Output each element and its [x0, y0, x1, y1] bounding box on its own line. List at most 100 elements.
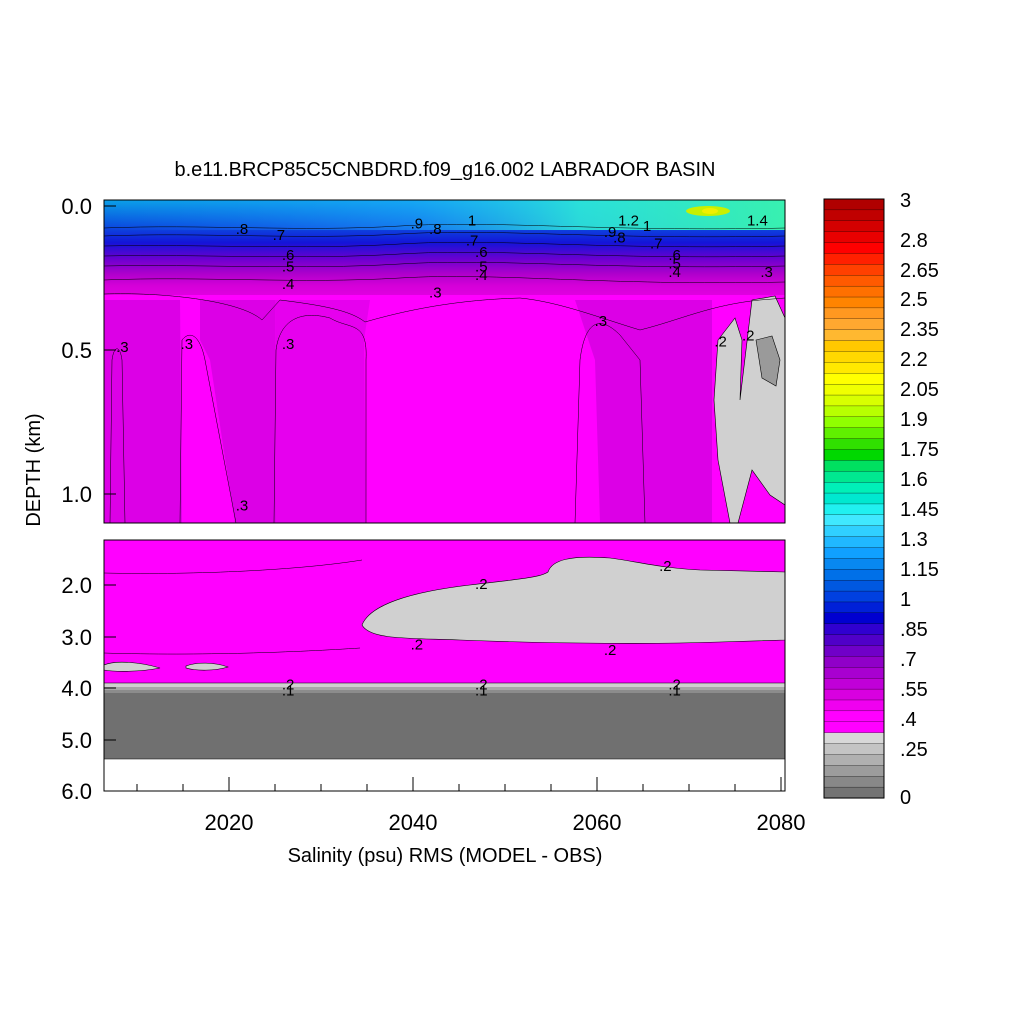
contour-label: .9 [411, 215, 424, 232]
colorbar-swatch [823, 318, 885, 331]
colorbar-swatch [823, 209, 885, 222]
colorbar-swatch [823, 525, 885, 538]
colorbar-swatch [823, 362, 885, 374]
contour-label: .6 [475, 244, 488, 261]
x-axis: 2020 2040 2060 2080 [136, 777, 806, 835]
y-tick-label: 3.0 [61, 625, 92, 650]
colorbar-label: .7 [900, 649, 917, 671]
contour-label: 1 [643, 218, 651, 235]
contour-label: .6 [282, 247, 295, 264]
darker-band-3 [275, 300, 370, 523]
contour-label: .3 [282, 336, 295, 353]
colorbar-label: 1.9 [900, 409, 928, 431]
colorbar [823, 198, 885, 799]
colorbar-swatch [823, 351, 885, 363]
contour-label: .2 [475, 676, 488, 693]
colorbar-swatch [823, 754, 885, 766]
colorbar-label: .4 [900, 709, 917, 731]
colorbar-swatch [823, 438, 885, 451]
colorbar-swatch [823, 503, 885, 516]
y-tick-label: 2.0 [61, 573, 92, 598]
contour-label: .3 [429, 284, 442, 301]
contour-label: .2 [742, 328, 755, 345]
colorbar-swatch [823, 590, 885, 603]
colorbar-label: 2.35 [900, 319, 939, 341]
contour-label: .3 [116, 339, 129, 356]
y-tick-label: 6.0 [61, 779, 92, 804]
contour-label: .3 [236, 498, 249, 515]
colorbar-swatch [823, 623, 885, 636]
colorbar-swatch [823, 656, 885, 668]
colorbar-swatch [823, 536, 885, 549]
colorbar-label: 1.6 [900, 469, 928, 491]
x-tick-label: 2020 [205, 810, 254, 835]
contour-label: .5 [475, 259, 488, 276]
contour-label: .2 [659, 558, 672, 575]
colorbar-swatch [823, 198, 885, 211]
colorbar-swatch [823, 482, 885, 494]
darker-band-1 [104, 300, 182, 523]
colorbar-label: 1.3 [900, 529, 928, 551]
contour-label: .2 [604, 642, 617, 659]
colorbar-label: .25 [900, 739, 928, 761]
colorbar-swatch [823, 710, 885, 723]
colorbar-swatch [823, 264, 885, 276]
contour-label: .2 [411, 637, 424, 654]
y-tick-label: 0.0 [61, 194, 92, 219]
lower-frame [103, 539, 786, 792]
upper-frame [103, 199, 786, 524]
colorbar-swatch [823, 427, 885, 440]
colorbar-swatch [823, 558, 885, 570]
contour-label: .5 [668, 256, 681, 273]
lower-panel [104, 540, 785, 791]
colorbar-label: 0 [900, 787, 911, 809]
contour-lines-lower [104, 559, 785, 684]
colorbar-swatch [823, 634, 885, 647]
colorbar-swatch [823, 340, 885, 353]
contour-label: .7 [273, 227, 286, 244]
colorbar-label: 2.65 [900, 260, 939, 282]
contour-label: .5 [282, 259, 295, 276]
x-tick-label: 2060 [573, 810, 622, 835]
max-spot-core [702, 208, 718, 214]
colorbar-label: 1.45 [900, 499, 939, 521]
colorbar-swatch [823, 688, 885, 701]
colorbar-swatch [823, 383, 885, 396]
gray-lens-left2 [185, 662, 229, 671]
y-tick-label: 0.5 [61, 338, 92, 363]
colorbar-label: .85 [900, 619, 928, 641]
contour-label: 1 [468, 212, 476, 229]
colorbar-swatch [823, 612, 885, 625]
colorbar-swatch [823, 471, 885, 483]
colorbar-swatch [823, 373, 885, 385]
colorbar-label: 2.5 [900, 289, 928, 311]
contour-label: .4 [282, 276, 295, 293]
colorbar-label: .55 [900, 679, 928, 701]
colorbar-swatch [823, 253, 885, 265]
surface-gradient-top [104, 200, 785, 230]
x-axis-label: Salinity (psu) RMS (MODEL - OBS) [288, 845, 603, 867]
contour-label: .4 [475, 267, 488, 284]
chart-title: b.e11.BRCP85C5CNBDRD.f09_g16.002 LABRADO… [175, 159, 716, 181]
colorbar-swatch [823, 307, 885, 320]
colorbar-swatch [823, 645, 885, 657]
contour-label: .1 [282, 683, 295, 700]
contour-label: 1.2 [618, 212, 639, 229]
low-region-inner [755, 335, 781, 387]
contour-label: .9 [604, 224, 617, 241]
x-tick-label: 2080 [757, 810, 806, 835]
gray-lens [361, 556, 785, 644]
contour-label: .3 [595, 313, 608, 330]
bottom-band-1 [104, 683, 785, 687]
colorbar-swatch [823, 449, 885, 461]
darker-band-4 [575, 300, 712, 523]
colorbar-swatch [823, 405, 885, 418]
contour-label: .6 [668, 247, 681, 264]
colorbar-label: 1.15 [900, 559, 939, 581]
colorbar-label: 2.05 [900, 379, 939, 401]
bottom-band-3 [104, 690, 785, 693]
colorbar-label: 3 [900, 190, 911, 212]
colorbar-swatch [823, 743, 885, 755]
contour-label: .8 [613, 230, 626, 247]
contour-label: .2 [475, 576, 488, 593]
